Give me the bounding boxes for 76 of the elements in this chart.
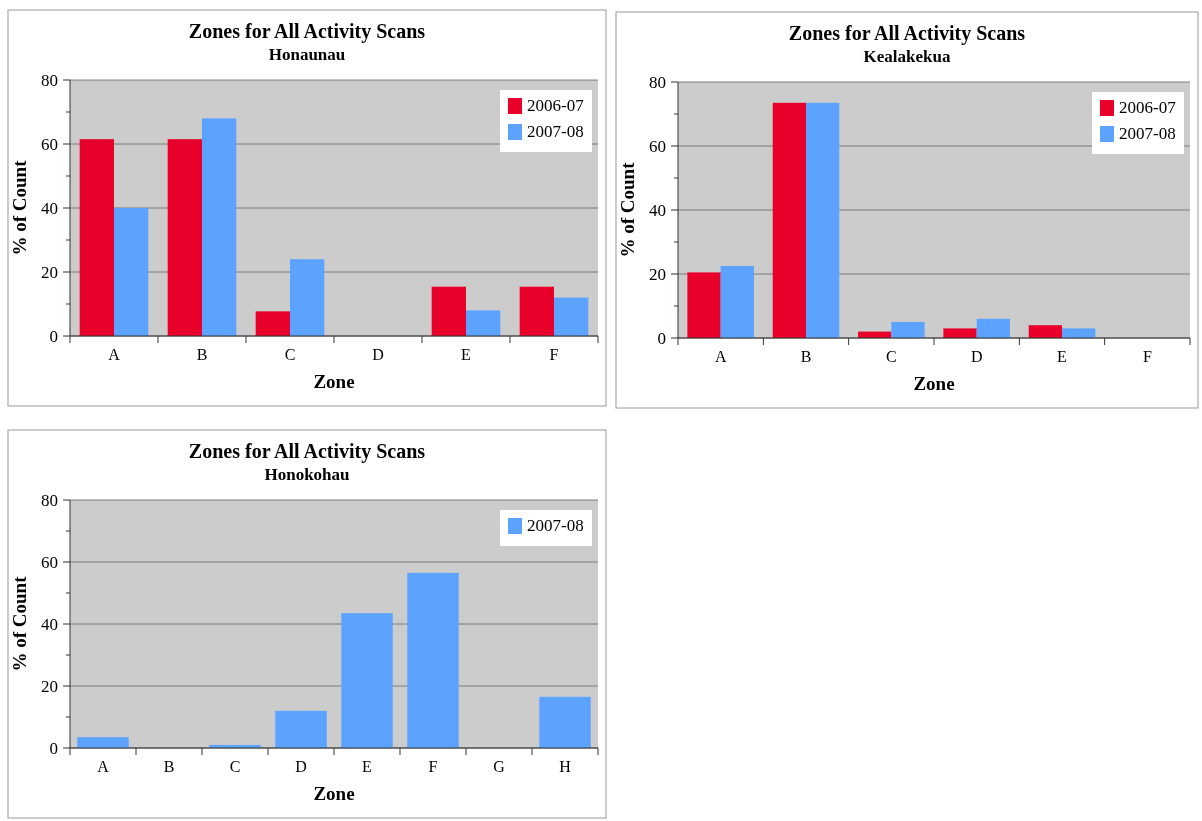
bar xyxy=(891,322,925,338)
legend-label: 2007-08 xyxy=(527,122,584,141)
legend-label: 2007-08 xyxy=(1119,124,1176,143)
bar xyxy=(431,286,466,336)
x-tick-label: G xyxy=(493,758,506,775)
y-tick-label: 20 xyxy=(41,262,58,282)
y-tick-label: 40 xyxy=(41,614,58,634)
bar xyxy=(255,311,290,336)
chart-subtitle: Honokohau xyxy=(264,465,350,484)
y-axis-title: % of Count xyxy=(9,575,30,672)
bar xyxy=(943,328,977,338)
chart-subtitle: Kealakekua xyxy=(863,47,951,66)
y-tick-label: 60 xyxy=(649,136,666,156)
bar xyxy=(976,318,1010,338)
y-tick-label: 20 xyxy=(649,264,666,284)
x-tick-label: A xyxy=(714,348,727,365)
x-tick-label: D xyxy=(295,758,307,775)
bar xyxy=(407,572,459,748)
bar xyxy=(290,259,325,336)
legend-label: 2006-07 xyxy=(1119,98,1177,117)
x-tick-label: A xyxy=(108,346,121,363)
bar xyxy=(114,208,149,336)
y-tick-label: 40 xyxy=(41,198,58,218)
bar xyxy=(1028,325,1062,338)
y-tick-label: 60 xyxy=(41,134,58,154)
x-tick-label: B xyxy=(800,348,812,365)
x-tick-label: B xyxy=(163,758,175,775)
y-tick-label: 0 xyxy=(657,328,666,348)
y-tick-label: 80 xyxy=(41,70,58,90)
x-tick-label: B xyxy=(196,346,208,363)
legend-label: 2006-07 xyxy=(527,96,585,115)
bar xyxy=(539,696,591,748)
y-tick-label: 0 xyxy=(49,326,58,346)
x-tick-label: E xyxy=(461,346,471,363)
x-axis-title: Zone xyxy=(313,371,355,392)
bar xyxy=(466,310,501,336)
chart-title: Zones for All Activity Scans xyxy=(788,22,1026,45)
x-tick-label: E xyxy=(362,758,372,775)
bar xyxy=(77,737,129,748)
y-tick-label: 20 xyxy=(41,676,58,696)
y-tick-label: 0 xyxy=(49,738,58,758)
bar xyxy=(79,139,114,336)
bar xyxy=(202,118,237,336)
bar xyxy=(772,102,806,338)
x-tick-label: C xyxy=(284,346,296,363)
y-axis-title: % of Count xyxy=(617,161,638,258)
bar xyxy=(554,297,589,336)
x-tick-label: A xyxy=(97,758,110,775)
y-tick-label: 60 xyxy=(41,552,58,572)
bar xyxy=(1062,328,1096,338)
y-tick-label: 80 xyxy=(649,72,666,92)
bar xyxy=(275,710,327,748)
bar xyxy=(167,139,202,336)
y-tick-label: 40 xyxy=(649,200,666,220)
y-tick-label: 80 xyxy=(41,490,58,510)
bar xyxy=(806,102,840,338)
x-tick-label: F xyxy=(1142,348,1152,365)
x-axis-title: Zone xyxy=(313,783,355,804)
x-tick-label: H xyxy=(559,758,572,775)
bar xyxy=(519,286,554,336)
x-tick-label: F xyxy=(428,758,438,775)
x-axis-title: Zone xyxy=(913,373,955,394)
chart-subtitle: Honaunau xyxy=(268,45,346,64)
chart-title: Zones for All Activity Scans xyxy=(188,440,426,463)
x-tick-label: F xyxy=(549,346,559,363)
x-tick-label: D xyxy=(970,348,983,365)
bar xyxy=(687,272,721,338)
legend-label: 2007-08 xyxy=(527,516,584,535)
y-axis-title: % of Count xyxy=(9,159,30,256)
bar xyxy=(720,266,754,338)
x-tick-label: D xyxy=(372,346,384,363)
x-tick-label: C xyxy=(886,348,897,365)
chart-title: Zones for All Activity Scans xyxy=(188,20,426,43)
x-tick-label: C xyxy=(229,758,241,775)
bar xyxy=(341,613,393,748)
x-tick-label: E xyxy=(1057,348,1067,365)
